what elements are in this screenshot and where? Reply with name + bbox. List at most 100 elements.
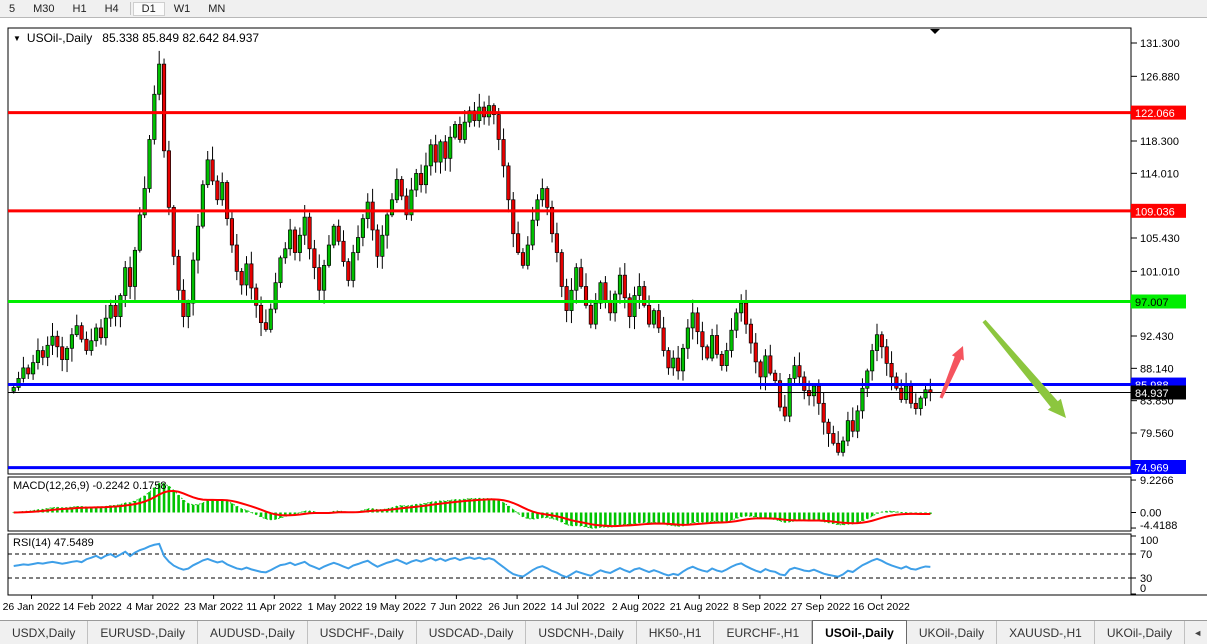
candle-up bbox=[389, 199, 395, 216]
macd-histogram-bar bbox=[405, 505, 408, 513]
timeframe-button-h1[interactable]: H1 bbox=[72, 2, 87, 15]
macd-histogram-bar bbox=[172, 490, 176, 513]
candle-up bbox=[409, 189, 414, 216]
macd-histogram-bar bbox=[744, 512, 748, 517]
symbol-tab-eurchf-h1[interactable]: EURCHF-,H1 bbox=[714, 621, 813, 644]
chart-symbol-label: USOil-,Daily bbox=[26, 31, 93, 45]
candle-up bbox=[593, 302, 598, 325]
candle-down bbox=[443, 141, 448, 159]
candle-down bbox=[176, 255, 181, 291]
candle-down bbox=[700, 331, 705, 348]
macd-histogram-bar bbox=[511, 509, 515, 513]
symbol-tab-usdcnh-daily[interactable]: USDCNH-,Daily bbox=[526, 621, 637, 644]
timeframe-button-m30[interactable]: M30 bbox=[33, 2, 55, 15]
candle-up bbox=[525, 244, 530, 266]
rsi-axis-label: 0 bbox=[1140, 583, 1146, 595]
date-axis-label: 8 Sep 2022 bbox=[733, 601, 787, 613]
candle-down bbox=[894, 376, 899, 389]
candle-down bbox=[210, 159, 215, 182]
macd-histogram-bar bbox=[70, 507, 74, 513]
candle-down bbox=[899, 387, 904, 400]
macd-histogram-bar bbox=[410, 505, 413, 513]
candle-up bbox=[874, 334, 880, 351]
candle-down bbox=[836, 442, 841, 453]
macd-histogram-bar bbox=[211, 500, 214, 513]
candle-up bbox=[734, 312, 739, 331]
timeframe-button-5[interactable]: 5 bbox=[9, 2, 16, 15]
macd-histogram-bar bbox=[123, 503, 127, 513]
macd-histogram-bar bbox=[875, 512, 879, 514]
timeframe-button-d1[interactable]: D1 bbox=[132, 1, 165, 16]
candle-down bbox=[666, 350, 671, 369]
candle-up bbox=[613, 293, 618, 314]
rsi-value: 47.5489 bbox=[53, 537, 94, 549]
macd-histogram-bar bbox=[448, 500, 452, 513]
macd-pane[interactable] bbox=[7, 476, 1132, 532]
candle-down bbox=[225, 182, 230, 219]
candle-up bbox=[123, 267, 128, 296]
macd-histogram-bar bbox=[201, 502, 205, 513]
collapse-chart-icon[interactable]: ▼ bbox=[13, 34, 21, 43]
red-up-arrow[interactable] bbox=[939, 346, 964, 399]
macd-histogram-bar bbox=[414, 504, 418, 513]
timeframe-button-mn[interactable]: MN bbox=[208, 2, 226, 15]
symbol-tab-eurusd-daily[interactable]: EURUSD-,Daily bbox=[88, 621, 199, 644]
chart-canvas[interactable]: 131.300 126.880 118.300 114.010 105.430 101.0… bbox=[0, 18, 1207, 618]
symbol-tab-usdcad-daily[interactable]: USDCAD-,Daily bbox=[417, 621, 527, 644]
macd-histogram-bar bbox=[167, 486, 171, 513]
macd-histogram-bar bbox=[725, 512, 728, 522]
candle-up bbox=[855, 410, 860, 432]
date-axis-label: 19 May 2022 bbox=[365, 601, 426, 613]
macd-histogram-bar bbox=[638, 512, 641, 523]
macd-histogram-bar bbox=[245, 510, 248, 513]
symbol-tab-ukoil-daily[interactable]: UKOil-,Daily bbox=[907, 621, 998, 644]
candle-down bbox=[181, 289, 186, 317]
candle-down bbox=[171, 206, 176, 257]
green-down-arrow[interactable] bbox=[982, 319, 1067, 418]
macd-histogram-bar bbox=[216, 500, 219, 513]
symbol-tab-usdx-daily[interactable]: USDX,Daily bbox=[0, 621, 89, 644]
macd-histogram-bar bbox=[444, 500, 447, 513]
rsi-axis-label: 100 bbox=[1140, 535, 1158, 547]
candle-up bbox=[680, 347, 686, 372]
macd-histogram-bar bbox=[187, 503, 190, 513]
symbol-tab-ukoil-daily[interactable]: UKOil-,Daily bbox=[1095, 621, 1186, 644]
macd-histogram-bar bbox=[419, 504, 423, 513]
macd-histogram-bar bbox=[696, 512, 699, 523]
symbol-tab-usdchf-daily[interactable]: USDCHF-,Daily bbox=[308, 621, 417, 644]
tab-scroll-nav: ◄► bbox=[1189, 621, 1207, 644]
macd-histogram-bar bbox=[798, 512, 801, 521]
symbol-tab-audusd-daily[interactable]: AUDUSD-,Daily bbox=[198, 621, 308, 644]
timeframe-button-h4[interactable]: H4 bbox=[104, 2, 119, 15]
macd-histogram-bar bbox=[191, 504, 195, 513]
rsi-pane[interactable] bbox=[7, 533, 1132, 596]
candle-up bbox=[268, 308, 273, 330]
symbol-tab-xauusd-h1[interactable]: XAUUSD-,H1 bbox=[997, 621, 1095, 644]
macd-histogram-bar bbox=[705, 512, 709, 523]
candle-down bbox=[229, 218, 235, 246]
candle-down bbox=[676, 357, 681, 372]
macd-histogram-bar bbox=[104, 506, 108, 513]
symbol-tab-usoil-daily[interactable]: USOil-,Daily bbox=[812, 620, 907, 644]
candle-up bbox=[142, 188, 147, 216]
macd-histogram-bar bbox=[497, 500, 500, 513]
candle-down bbox=[520, 252, 526, 266]
timeframe-button-w1[interactable]: W1 bbox=[173, 2, 191, 15]
macd-histogram-bar bbox=[749, 512, 753, 517]
candle-down bbox=[162, 63, 167, 152]
macd-histogram-bar bbox=[157, 483, 161, 513]
tab-scroll-left-icon[interactable]: ◄ bbox=[1193, 628, 1203, 638]
symbol-tab-hk50-h1[interactable]: HK50-,H1 bbox=[637, 621, 715, 644]
price-pane[interactable] bbox=[7, 27, 1132, 475]
price-badge bbox=[1131, 460, 1186, 474]
candle-up bbox=[200, 184, 205, 227]
macd-histogram-bar bbox=[177, 495, 180, 513]
candle-up bbox=[787, 378, 792, 417]
macd-signal-line bbox=[13, 489, 931, 528]
macd-histogram-bar bbox=[230, 503, 234, 513]
candle-up bbox=[94, 327, 99, 342]
macd-line bbox=[13, 482, 931, 529]
macd-histogram-bar bbox=[259, 512, 263, 517]
macd-histogram-bar bbox=[802, 512, 806, 521]
candle-up bbox=[89, 340, 94, 351]
